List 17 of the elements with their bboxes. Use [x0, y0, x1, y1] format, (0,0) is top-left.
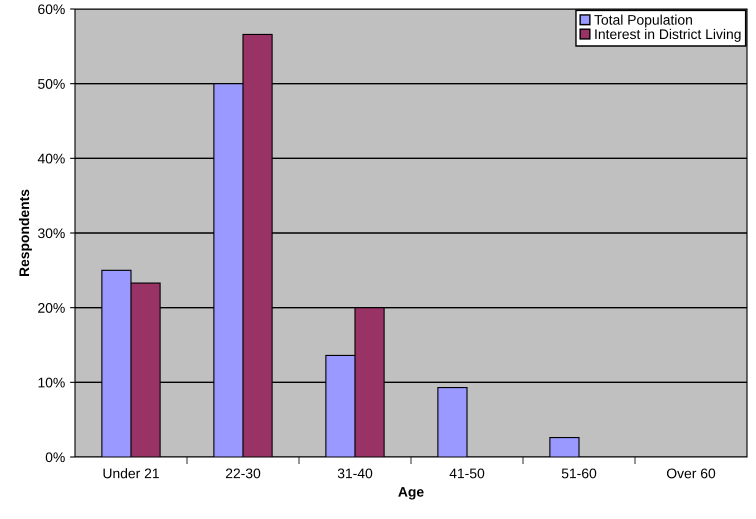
- x-tick-label: 51-60: [562, 468, 596, 478]
- x-tick-label: 22-30: [226, 468, 260, 478]
- y-tick-label: 0%: [46, 452, 65, 462]
- x-axis-title: Age: [398, 487, 424, 500]
- legend-label: Interest in District Living: [595, 28, 741, 42]
- x-tick-label: 41-50: [450, 468, 484, 478]
- x-tick-label: 31-40: [338, 468, 372, 478]
- y-tick-label: 30%: [38, 228, 65, 238]
- x-tick-label: Under 21: [104, 468, 159, 478]
- y-tick-label: 50%: [38, 79, 65, 89]
- legend-label: Total Population: [594, 14, 692, 28]
- x-tick-label: Over 60: [666, 468, 716, 478]
- y-tick-label: 60%: [38, 4, 65, 14]
- y-tick-label: 20%: [38, 303, 65, 313]
- y-tick-label: 40%: [38, 154, 65, 164]
- y-tick-label: 10%: [38, 378, 65, 388]
- y-axis-title: Respondents: [18, 190, 32, 276]
